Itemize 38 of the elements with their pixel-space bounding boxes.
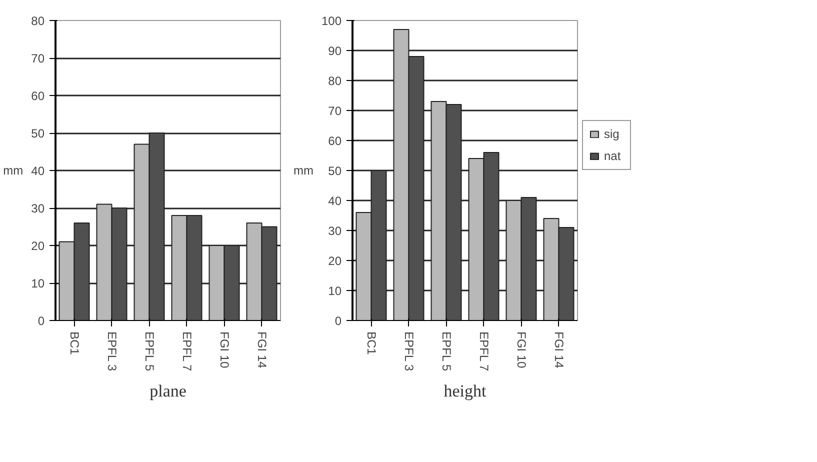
x-tick-label: FGI 10 (217, 332, 232, 369)
y-tick-label: 40 (328, 194, 342, 208)
x-tick-label: EPFL 7 (476, 332, 491, 372)
y-tick-label: 100 (321, 14, 342, 28)
y-tick-label: 20 (31, 239, 45, 253)
y-tick-label: 60 (328, 134, 342, 148)
x-tick-label: FGI 14 (552, 332, 566, 369)
y-axis-title: mm (3, 164, 24, 178)
y-axis-title: mm (293, 164, 314, 178)
y-tick-label: 90 (328, 44, 342, 58)
x-tick-label: EPFL 5 (142, 332, 156, 372)
y-tick-label: 70 (31, 52, 45, 66)
x-tick-label: EPFL 3 (104, 332, 119, 372)
y-tick-label: 10 (328, 284, 342, 298)
y-tick-label: 80 (31, 14, 45, 28)
y-tick-label: 20 (328, 254, 342, 268)
x-tick-label: BC1 (67, 332, 82, 356)
y-tick-label: 30 (328, 224, 342, 238)
y-tick-label: 70 (328, 104, 342, 118)
x-tick-label: FGI 10 (514, 332, 528, 369)
y-tick-label: 60 (31, 89, 45, 103)
y-tick-label: 80 (328, 74, 342, 88)
legend-label: nat (604, 149, 622, 163)
x-tick-label: EPFL 5 (439, 332, 454, 372)
y-tick-label: 0 (38, 314, 45, 328)
y-tick-label: 50 (328, 164, 342, 178)
x-tick-label: EPFL 3 (402, 332, 416, 372)
x-tick-label: FGI 14 (254, 332, 269, 369)
text: height (444, 382, 487, 400)
text: plane (150, 382, 186, 400)
legend-label: sig (604, 127, 620, 141)
y-tick-label: 30 (31, 202, 45, 216)
y-tick-label: 0 (334, 314, 342, 328)
x-tick-label: BC1 (364, 332, 378, 356)
y-tick-label: 40 (31, 164, 45, 178)
y-tick-label: 10 (31, 276, 45, 290)
x-tick-label: EPFL 7 (180, 332, 194, 372)
y-tick-label: 50 (31, 126, 45, 140)
